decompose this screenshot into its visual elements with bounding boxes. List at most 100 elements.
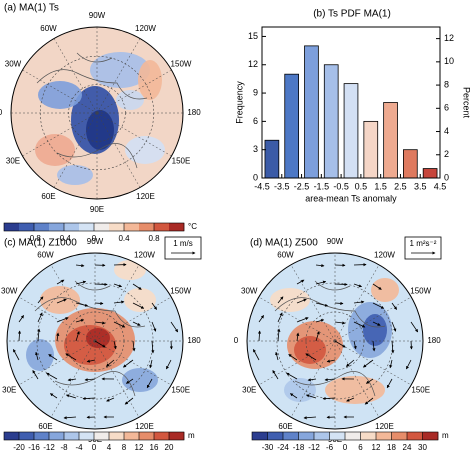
anomaly-region (40, 286, 80, 314)
meridian (258, 340, 336, 386)
y2-tick-label: 8 (444, 79, 449, 89)
longitude-label: 120E (135, 422, 154, 431)
panel-title: (d) MA(1) Z500 (250, 238, 318, 249)
panel-title: (a) MA(1) Ts (4, 3, 59, 14)
anomaly-region (124, 288, 156, 312)
wind-vector (84, 378, 96, 382)
colorbar-segment (109, 432, 117, 440)
wind-vector (334, 340, 346, 348)
reference-vector-label: 1 m/s (173, 239, 193, 248)
wind-vector (362, 359, 374, 368)
y2-tick-label: 12 (444, 33, 454, 43)
wind-vector (82, 396, 96, 401)
wind-vector (334, 301, 344, 305)
anomaly-region (86, 328, 110, 348)
colorbar-segment (34, 223, 50, 231)
colorbar-segment (376, 432, 385, 440)
colorbar-segment (154, 223, 170, 231)
wind-vector (17, 330, 22, 342)
wind-vector (75, 263, 85, 268)
wind-vector (113, 300, 125, 304)
anomaly-region (122, 368, 158, 392)
longitude-label: 60E (38, 422, 52, 431)
anomaly-region (86, 110, 114, 150)
wind-vector (106, 397, 115, 402)
longitude-label: 150E (171, 386, 190, 395)
colorbar-tick-label: -4 (75, 443, 83, 451)
longitude-label: 60W (277, 250, 294, 259)
map-border (246, 252, 424, 430)
anomaly-region (371, 278, 399, 302)
wind-vector (296, 298, 307, 304)
x-tick-label: 2.5 (394, 181, 407, 191)
map-border (10, 26, 184, 200)
longitude-label: 180 (187, 336, 201, 345)
anomaly-region (116, 90, 144, 110)
wind-vector (315, 330, 320, 342)
reference-box (164, 236, 202, 260)
colorbar-segment (146, 432, 155, 440)
wind-vector (18, 315, 24, 323)
wind-vector (296, 279, 305, 285)
colorbar-unit: m (442, 431, 449, 440)
wind-vector (334, 321, 346, 325)
longitude-label: 180 (427, 336, 441, 345)
wind-vector (75, 318, 85, 323)
wind-vector (113, 321, 126, 328)
wind-vector (277, 296, 284, 304)
colorbar-unit: m (188, 431, 195, 440)
x-tick-label: 4.5 (434, 181, 447, 191)
colorbar-segment (283, 432, 292, 440)
wind-vector (353, 340, 357, 350)
colorbar-tick-label: -30 (262, 443, 274, 451)
colorbar-segment (399, 432, 408, 440)
wind-vector (372, 340, 376, 352)
meridian (94, 296, 172, 342)
colorbar-tick-label: -18 (293, 443, 305, 451)
wind-vector (56, 279, 65, 285)
wind-vector (113, 283, 123, 288)
colorbar-tick-label: 0 (343, 443, 348, 451)
colorbar-segment (154, 432, 162, 440)
meridian (94, 340, 140, 418)
wind-vector (372, 283, 382, 290)
colorbar-segment (79, 432, 87, 440)
map (11, 27, 183, 199)
colorbar-segment (391, 432, 400, 440)
colorbar-segment (11, 432, 20, 440)
wind-vector (94, 282, 108, 287)
wind-vector (105, 359, 115, 367)
colorbar-tick-label: -24 (277, 443, 289, 451)
anomaly-region (284, 378, 316, 402)
wind-vector (410, 321, 419, 333)
y-axis-label: Frequency (234, 81, 244, 124)
colorbar-tick-label: -0.4 (57, 234, 71, 243)
longitude-label: 150W (410, 287, 431, 296)
colorbar-segment (259, 432, 268, 440)
wind-vector (322, 396, 336, 401)
wind-vector (288, 354, 298, 361)
bar (264, 139, 280, 179)
wind-vector (170, 321, 179, 333)
colorbar-segment (176, 432, 185, 440)
wind-vector (146, 378, 153, 389)
colorbar-tick-label: 12 (372, 443, 381, 451)
colorbar-segment (49, 432, 57, 440)
wind-vector (296, 317, 309, 323)
longitude-label: 60E (41, 192, 55, 201)
colorbar-tick-label: 4 (107, 443, 112, 451)
wind-vector (94, 321, 106, 325)
wind-vector (151, 302, 157, 310)
y2-tick-label: 6 (444, 103, 449, 113)
y2-axis-label: Percent (462, 87, 472, 119)
colorbar-segment (414, 432, 423, 440)
colorbar-segment (169, 223, 185, 231)
meridian (334, 340, 412, 386)
wind-vector (149, 359, 153, 369)
meridian (94, 340, 172, 386)
anomaly-region (125, 136, 165, 164)
colorbar-tick-label: 24 (403, 443, 412, 451)
meridian (290, 264, 336, 342)
wind-vector (257, 330, 262, 342)
colorbar-segment (19, 432, 27, 440)
